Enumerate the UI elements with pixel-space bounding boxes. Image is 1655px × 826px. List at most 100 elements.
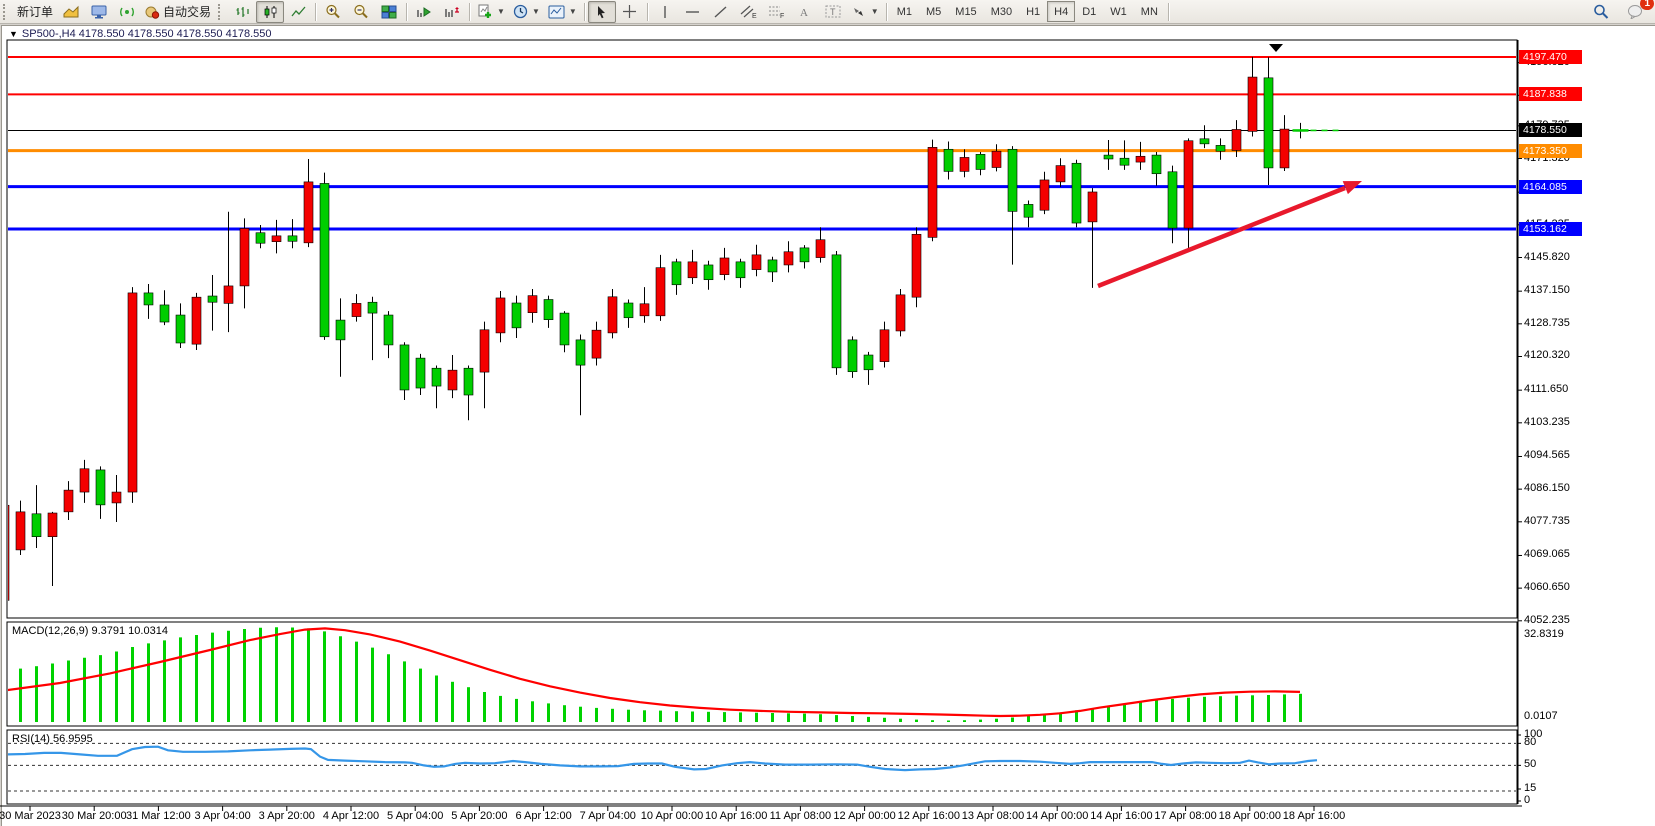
time-axis-label: 17 Apr 08:00 (1154, 810, 1217, 822)
timeframe-button-d1[interactable]: D1 (1082, 5, 1097, 18)
svg-text:E: E (752, 13, 757, 19)
price-badge-4178.550: 4178.550 (1519, 123, 1582, 138)
macd-label: MACD(12,26,9) 9.3791 10.0314 (12, 625, 168, 637)
price-axis-tick: 4111.650 (1524, 383, 1569, 396)
new-order-label: 新订单 (17, 5, 54, 19)
price-axis-tick: 4128.735 (1524, 316, 1570, 329)
time-axis-label: 30 Mar 2023 (0, 810, 61, 822)
indicators-button[interactable]: ▼ (473, 1, 509, 23)
timeframe-button-m5[interactable]: M5 (926, 5, 942, 18)
timeframe-button-m30[interactable]: M30 (990, 5, 1013, 18)
horizontal-line-tool-button[interactable] (679, 1, 707, 23)
price-badge-4173.350: 4173.350 (1519, 143, 1582, 158)
time-axis-label: 30 Mar 20:00 (61, 810, 127, 822)
chevron-down-icon: ▼ (870, 7, 879, 16)
collapse-triangle-icon[interactable]: ▼ (9, 29, 18, 39)
time-axis-label: 10 Apr 00:00 (640, 810, 704, 822)
price-axis-tick: 4052.235 (1524, 613, 1570, 626)
text-label-tool-button[interactable]: T (819, 1, 847, 23)
symbol-ohlc-title: SP500-,H4 4178.550 4178.550 4178.550 417… (21, 28, 272, 40)
chart-shift-marker-icon (1269, 44, 1283, 52)
notifications-chat-icon[interactable]: 1 (1621, 0, 1654, 23)
search-icon[interactable] (1587, 1, 1615, 23)
zoom-out-button[interactable] (347, 1, 375, 23)
chart-window-title: ▼ SP500-,H4 4178.550 4178.550 4178.550 41… (9, 28, 271, 40)
macd-indicator (8, 627, 1302, 722)
time-axis-label: 14 Apr 16:00 (1090, 810, 1153, 822)
price-axis-tick: 4120.320 (1524, 349, 1570, 362)
timeframe-button-mn[interactable]: MN (1140, 5, 1158, 18)
svg-text:A: A (800, 7, 808, 19)
toolbar-drag-handle[interactable] (3, 3, 10, 20)
cursor-tool-button[interactable] (587, 0, 616, 23)
timeframe-button-m15[interactable]: M15 (955, 5, 977, 18)
periods-button[interactable]: ▼ (509, 1, 544, 23)
price-badge-4153.162: 4153.162 (1519, 222, 1582, 236)
chevron-down-icon: ▼ (568, 7, 577, 16)
timeframe-button-m1[interactable]: M1 (896, 5, 912, 18)
line-chart-type-button[interactable] (284, 1, 312, 23)
timeframe-button-h1[interactable]: H1 (1026, 5, 1041, 18)
rsi-axis-tick: 15 (1524, 782, 1537, 794)
chart-stack-icon[interactable] (57, 1, 85, 23)
tile-windows-icon[interactable] (375, 1, 403, 23)
time-axis-label: 14 Apr 00:00 (1025, 810, 1089, 822)
fibonacci-tool-button[interactable]: F (763, 1, 791, 23)
candlestick-chart-type-button[interactable] (256, 0, 285, 23)
price-axis-tick: 4086.150 (1524, 482, 1570, 495)
trendline-tool-button[interactable] (707, 1, 735, 23)
time-axis-label: 11 Apr 08:00 (769, 810, 832, 822)
zoom-in-button[interactable] (319, 1, 347, 23)
signal-icon[interactable] (113, 1, 141, 23)
vertical-line-tool-button[interactable] (651, 1, 679, 23)
chart-shift-button[interactable] (438, 1, 466, 23)
toolbar: 新订单 自动交易 (0, 0, 1655, 24)
trend-arrow-object[interactable] (1097, 181, 1362, 289)
toolbar-drag-handle[interactable] (218, 3, 225, 20)
auto-trading-label: 自动交易 (163, 5, 212, 19)
time-axis-label: 13 Apr 08:00 (961, 810, 1025, 822)
timeframe-group: M1 M5 M15 M30 H1 H4 D1 W1 MN (890, 1, 1165, 22)
time-axis-label: 7 Apr 04:00 (579, 810, 636, 822)
new-order-button[interactable]: 新订单 (13, 1, 57, 23)
equidistant-channel-tool-button[interactable]: E (735, 1, 763, 23)
rsi-axis-tick: 0 (1524, 794, 1531, 806)
candlestick-series (8, 56, 1341, 601)
price-pane (8, 56, 1516, 231)
templates-button[interactable]: ▼ (544, 1, 581, 23)
bar-chart-type-button[interactable] (228, 1, 256, 23)
timeframe-button-w1[interactable]: W1 (1110, 5, 1127, 18)
rsi-axis-tick: 50 (1524, 758, 1537, 771)
time-axis-label: 18 Apr 00:00 (1218, 810, 1281, 822)
time-axis-label: 4 Apr 12:00 (322, 810, 380, 822)
time-axis-label: 3 Apr 04:00 (194, 810, 251, 822)
rsi-axis-tick: 100 (1524, 728, 1543, 740)
macd-axis-max: 32.8319 (1524, 628, 1564, 640)
price-axis-tick: 4077.735 (1524, 514, 1570, 527)
timeframe-button-h4[interactable]: H4 (1047, 1, 1076, 22)
time-axis-label: 5 Apr 04:00 (387, 810, 444, 822)
rsi-label: RSI(14) 56.9595 (12, 733, 93, 745)
time-axis-label: 5 Apr 20:00 (451, 810, 508, 822)
price-axis-tick: 4060.650 (1524, 581, 1570, 594)
rsi-axis-tick: 80 (1524, 736, 1537, 749)
text-tool-button[interactable]: A (791, 1, 819, 23)
terminal-monitor-icon[interactable] (85, 1, 113, 23)
price-axis-tick: 4137.150 (1524, 284, 1570, 297)
time-axis-label: 6 Apr 12:00 (515, 810, 572, 822)
price-axis-tick: 4103.235 (1524, 415, 1570, 428)
time-axis-label: 12 Apr 00:00 (833, 810, 896, 822)
price-axis-tick: 4145.820 (1524, 250, 1570, 263)
auto-trading-button[interactable]: 自动交易 (141, 1, 215, 23)
auto-scroll-button[interactable] (410, 1, 438, 23)
time-axis-label: 31 Mar 12:00 (125, 810, 191, 822)
time-axis-label: 3 Apr 20:00 (258, 810, 315, 822)
crosshair-tool-button[interactable] (616, 1, 644, 23)
arrows-tool-button[interactable]: ▼ (847, 1, 883, 23)
price-badge-4197.470: 4197.470 (1519, 50, 1582, 64)
macd-axis-min: 0.0107 (1524, 710, 1558, 722)
price-axis-tick: 4094.565 (1524, 449, 1570, 462)
chevron-down-icon: ▼ (497, 7, 505, 16)
